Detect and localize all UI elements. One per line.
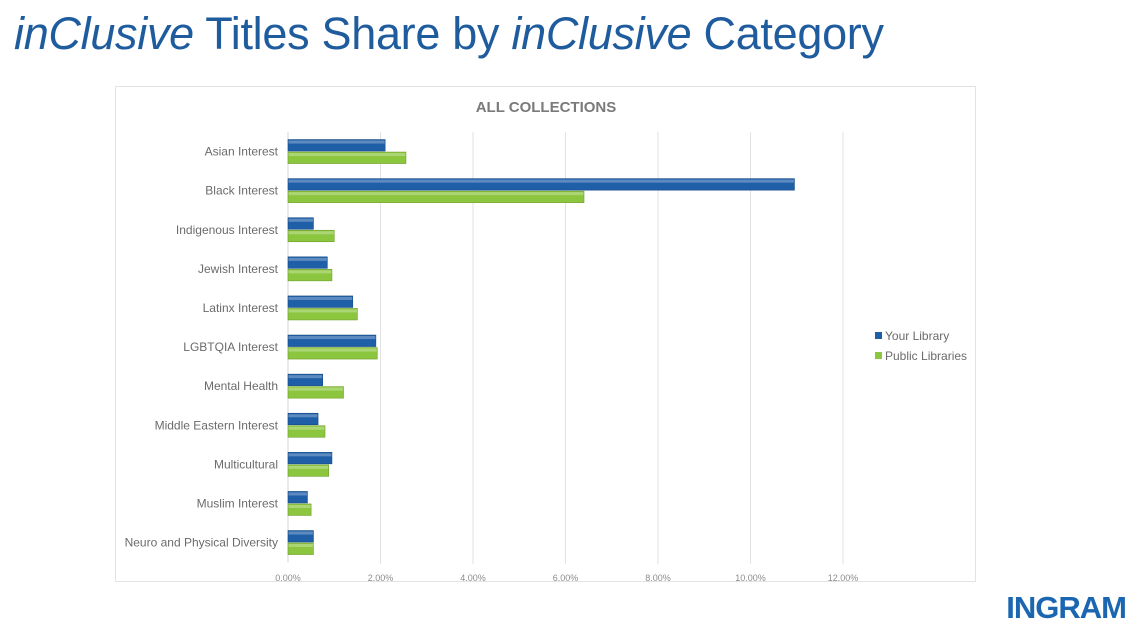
bar-highlight: [288, 309, 357, 313]
bar-your-library: [287, 256, 328, 269]
category-label: Indigenous Interest: [176, 223, 279, 237]
bar-highlight: [288, 231, 334, 235]
title-text-2: Category: [691, 8, 884, 59]
bar-highlight: [288, 140, 385, 144]
bar-highlight: [288, 453, 332, 457]
category-label: LGBTQIA Interest: [183, 340, 278, 354]
bar-highlight: [288, 336, 376, 340]
bar-public-libraries: [287, 151, 407, 164]
legend-label: Public Libraries: [885, 349, 967, 363]
x-tick-label: 0.00%: [275, 573, 301, 581]
bar-your-library: [287, 452, 333, 465]
bar-highlight: [288, 296, 353, 300]
legend-swatch: [875, 352, 882, 359]
bar-highlight: [288, 544, 313, 548]
bar-highlight: [288, 257, 327, 261]
bar-highlight: [288, 270, 332, 274]
bar-public-libraries: [287, 269, 333, 282]
bar-highlight: [288, 414, 318, 418]
category-label: Mental Health: [204, 379, 278, 393]
x-tick-label: 2.00%: [368, 573, 394, 581]
x-tick-label: 8.00%: [645, 573, 671, 581]
bar-your-library: [287, 139, 386, 152]
bar-highlight: [288, 465, 329, 469]
x-tick-label: 6.00%: [553, 573, 579, 581]
bar-public-libraries: [287, 425, 326, 438]
category-label: Multicultural: [214, 457, 278, 471]
bar-your-library: [287, 491, 308, 504]
bar-highlight: [288, 492, 307, 496]
category-label: Latinx Interest: [203, 301, 279, 315]
bar-your-library: [287, 373, 323, 386]
bar-public-libraries: [287, 464, 330, 477]
bar-highlight: [288, 153, 406, 157]
bar-public-libraries: [287, 503, 312, 516]
x-tick-label: 4.00%: [460, 573, 486, 581]
bar-your-library: [287, 178, 795, 191]
bar-public-libraries: [287, 229, 335, 243]
category-label: Asian Interest: [205, 145, 279, 159]
bar-your-library: [287, 217, 314, 230]
bar-your-library: [287, 412, 319, 426]
category-label: Muslim Interest: [197, 496, 279, 510]
bar-highlight: [288, 179, 794, 183]
category-label: Neuro and Physical Diversity: [125, 536, 278, 550]
bar-highlight: [288, 348, 377, 352]
slide-title: inClusive Titles Share by inClusive Cate…: [14, 6, 884, 62]
category-label: Jewish Interest: [198, 262, 279, 276]
bar-highlight: [288, 375, 323, 379]
legend-swatch: [875, 332, 882, 339]
bar-public-libraries: [287, 386, 344, 399]
bar-public-libraries: [287, 308, 358, 321]
bar-your-library: [287, 295, 354, 308]
x-tick-label: 12.00%: [828, 573, 859, 581]
chart-frame: ALL COLLECTIONS 0.00% 2.00% 4.00% 6.00% 8.00%…: [115, 86, 976, 582]
bar-highlight: [288, 192, 584, 196]
bar-highlight: [288, 426, 325, 430]
bar-public-libraries: [287, 542, 314, 555]
bar-your-library: [287, 530, 314, 543]
legend-label: Your Library: [885, 329, 949, 343]
bar-highlight: [288, 531, 313, 535]
bar-highlight: [288, 218, 313, 222]
bar-public-libraries: [287, 190, 585, 203]
ingram-logo: INGRAM: [1006, 590, 1127, 625]
bar-your-library: [287, 334, 377, 347]
chart-title: ALL COLLECTIONS: [476, 99, 617, 116]
x-tick-label: 10.00%: [735, 573, 766, 581]
bar-chart: ALL COLLECTIONS 0.00% 2.00% 4.00% 6.00% 8.00%…: [125, 99, 967, 581]
title-brand-1: inClusive: [14, 8, 194, 59]
bar-highlight: [288, 387, 343, 391]
bar-public-libraries: [287, 347, 378, 360]
bar-highlight: [288, 504, 311, 508]
category-label: Black Interest: [205, 184, 278, 198]
title-brand-2: inClusive: [511, 8, 692, 59]
category-label: Middle Eastern Interest: [155, 418, 279, 432]
title-text-1: Titles Share by: [193, 8, 512, 59]
